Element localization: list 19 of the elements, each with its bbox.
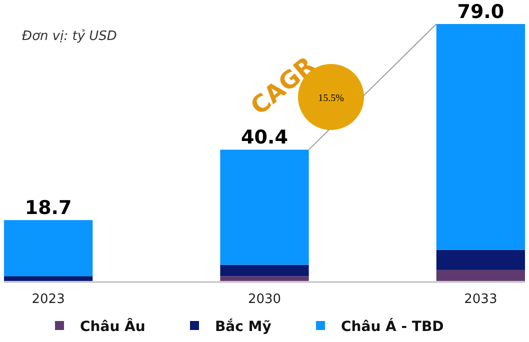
annotation: 15.5% [318, 93, 344, 104]
bar [220, 276, 309, 281]
chart-subtitle: Đơn vị: tỷ USD [22, 29, 117, 44]
bar [220, 150, 309, 265]
bar [4, 276, 93, 281]
x-tick-label: 2033 [464, 292, 498, 307]
bar [436, 24, 525, 250]
legend-label: Châu Âu [80, 318, 146, 335]
legend-label: Bắc Mỹ [215, 318, 272, 335]
legend-label: Châu Á - TBD [341, 318, 444, 335]
bar [436, 250, 525, 270]
annotation: 18.7 [24, 197, 72, 220]
bar [4, 220, 93, 276]
bar [220, 264, 309, 276]
x-tick-label: 2030 [248, 292, 282, 307]
bar [436, 270, 525, 281]
x-tick-label: 2023 [32, 292, 65, 307]
annotation: 40.4 [241, 126, 288, 149]
annotation: 79.0 [457, 1, 504, 23]
